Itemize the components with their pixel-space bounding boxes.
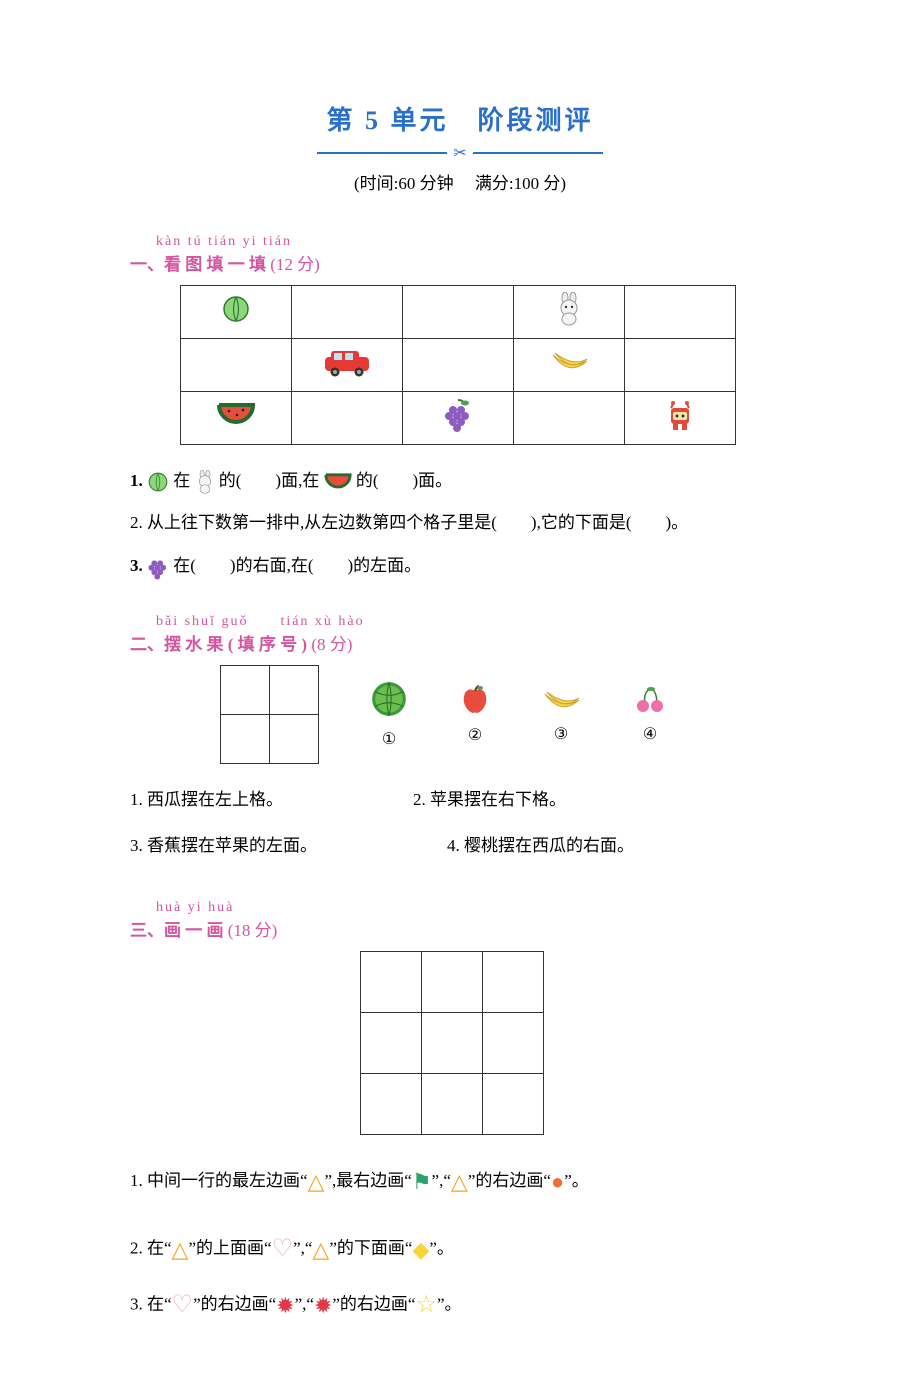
num4: ④ [631, 724, 669, 744]
rabbit-icon [555, 292, 583, 326]
s3-label: 三、画 一 画 (18 分) [130, 916, 790, 941]
s3-q2: 2. 在“△”的上面画“♡”,“△”的下面画“◆”。 [130, 1227, 790, 1273]
banana-icon [549, 349, 589, 375]
s1-q2: 2. 从上往下数第一排中,从左边数第四个格子里是( ),它的下面是( )。 [130, 507, 790, 539]
section3-head: huà yi huà 三、画 一 画 (18 分) [130, 900, 790, 941]
num1: ① [369, 729, 409, 749]
s3-q3: 3. 在“♡”的右边画“✹”,“✹”的右边画“☆”。 [130, 1283, 790, 1329]
section1-head: kàn tú tián yi tián 一、看 图 填 一 填 (12 分) [130, 234, 790, 275]
triangle-icon: △ [312, 1237, 329, 1262]
cell-banana [514, 339, 625, 392]
s1-grid [180, 285, 736, 445]
s3-q1: 1. 中间一行的最左边画“△”,最右边画“⚑”,“△”的右边画“●”。 [130, 1161, 790, 1203]
s2-q-row2: 3. 香蕉摆在苹果的左面。 4. 樱桃摆在西瓜的右面。 [130, 820, 790, 872]
flag-icon: ⚑ [412, 1169, 432, 1194]
s1-q1: 1. 在 的( )面,在 的( )面。 [130, 465, 790, 497]
robot-icon [663, 398, 697, 432]
cell-empty [403, 339, 514, 392]
s2-q1: 1. 西瓜摆在左上格。 [130, 784, 283, 816]
s2-grid [220, 665, 319, 764]
fruit-row: ① ② ③ [220, 665, 790, 764]
cell-empty [625, 339, 736, 392]
s1-q3: 3. 在( )的右面,在( )的左面。 [130, 550, 790, 582]
s2-q3: 3. 香蕉摆在苹果的左面。 [130, 830, 317, 862]
cell-empty [181, 339, 292, 392]
fruit-cherry: ④ [631, 684, 669, 744]
cell-car [292, 339, 403, 392]
s1-pinyin: kàn tú tián yi tián [156, 234, 790, 250]
cell-rabbit [514, 286, 625, 339]
ball-icon [221, 294, 251, 324]
star-icon: ☆ [415, 1292, 437, 1318]
diamond-icon: ◆ [412, 1237, 429, 1262]
s3-pinyin: huà yi huà [156, 900, 790, 916]
title-block: 第 5 单元 阶段测评 ✂ (时间:60 分钟 满分:100 分) [130, 100, 790, 194]
s3-grid [360, 951, 544, 1135]
watermelon-icon [324, 472, 352, 492]
watermelon-icon [369, 679, 409, 719]
heart-icon: ♡ [272, 1236, 294, 1262]
cherry-icon [631, 686, 669, 714]
s1-label: 一、看 图 填 一 填 (12 分) [130, 250, 790, 275]
cell-watermelon [181, 392, 292, 445]
grapes-icon [147, 554, 169, 580]
s2-q4: 4. 樱桃摆在西瓜的右面。 [447, 830, 634, 862]
car-icon [321, 347, 373, 377]
cell-empty [292, 286, 403, 339]
triangle-icon: △ [172, 1237, 189, 1262]
triangle-icon: △ [308, 1169, 325, 1194]
title-rule: ✂ [130, 143, 790, 163]
fruit-banana: ③ [541, 684, 581, 744]
worksheet-page: 第 5 单元 阶段测评 ✂ (时间:60 分钟 满分:100 分) kàn tú… [0, 0, 920, 1398]
score-label: 满分:100 分) [475, 174, 566, 193]
time-score: (时间:60 分钟 满分:100 分) [130, 169, 790, 194]
s2-label: 二、摆 水 果 ( 填 序 号 ) (8 分) [130, 630, 790, 655]
watermelon-icon [217, 401, 255, 429]
sun-icon: ✹ [276, 1293, 294, 1318]
num3: ③ [541, 724, 581, 744]
cell-empty [403, 286, 514, 339]
sun-icon: ✹ [314, 1293, 332, 1318]
cell-robot [625, 392, 736, 445]
s2-pinyin: bǎi shuǐ guǒ tián xù hào [156, 610, 790, 630]
cell-grapes [403, 392, 514, 445]
rule-left [317, 152, 447, 154]
main-title: 第 5 单元 阶段测评 [130, 100, 790, 137]
cell-empty [625, 286, 736, 339]
grapes-icon [443, 398, 473, 432]
s2-q2: 2. 苹果摆在右下格。 [413, 784, 566, 816]
banana-icon [541, 688, 581, 714]
cell-ball [181, 286, 292, 339]
peach-icon: ● [551, 1169, 564, 1194]
apple-icon [459, 683, 491, 715]
heart-icon: ♡ [172, 1292, 194, 1318]
cell-empty [514, 392, 625, 445]
fruit-watermelon: ① [369, 679, 409, 749]
section2-head: bǎi shuǐ guǒ tián xù hào 二、摆 水 果 ( 填 序 号… [130, 610, 790, 655]
triangle-icon: △ [451, 1169, 468, 1194]
num2: ② [459, 725, 491, 745]
rabbit-icon [195, 470, 215, 494]
cell-empty [292, 392, 403, 445]
s2-q-row1: 1. 西瓜摆在左上格。 2. 苹果摆在右下格。 [130, 774, 790, 826]
fruit-apple: ② [459, 683, 491, 745]
ball-icon [147, 471, 169, 493]
time-label: (时间:60 分钟 [354, 174, 454, 193]
rule-right [473, 152, 603, 154]
scissors-icon: ✂ [453, 143, 466, 163]
